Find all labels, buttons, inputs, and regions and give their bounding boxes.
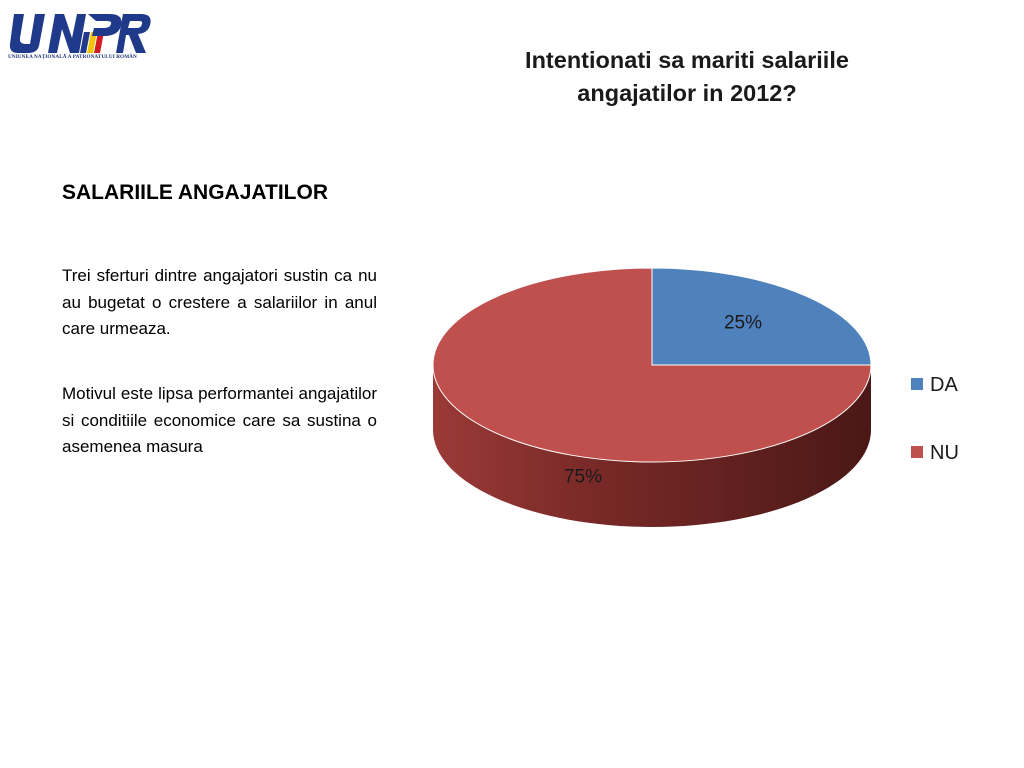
legend-swatch-da (911, 378, 923, 390)
slide-title: Intentionati sa mariti salariile angajat… (525, 47, 849, 106)
legend-label-nu: NU (930, 442, 959, 464)
legend-label-da: DA (930, 374, 958, 396)
data-label-da: 25% (724, 312, 762, 333)
pie-top (432, 267, 872, 463)
body-paragraph-2: Motivul este lipsa performantei angajati… (62, 384, 377, 456)
pie-side (433, 365, 871, 527)
logo-caption: UNIUNEA NAȚIONALĂ A PATRONATULUI ROMÂN (8, 54, 137, 60)
body-paragraph-1: Trei sferturi dintre angajatori sustin c… (62, 266, 377, 338)
pie-labels: 25% 75% (564, 312, 762, 487)
data-label-nu: 75% (564, 467, 602, 488)
pie-side-nu (433, 365, 871, 527)
pie-slice-nu (432, 267, 872, 463)
pie-legend: DA NU (911, 374, 959, 464)
unpr-logo (9, 14, 151, 53)
section-heading: SALARIILE ANGAJATILOR (62, 181, 328, 204)
legend-swatch-nu (911, 446, 923, 458)
pie-slice-da (651, 267, 872, 366)
